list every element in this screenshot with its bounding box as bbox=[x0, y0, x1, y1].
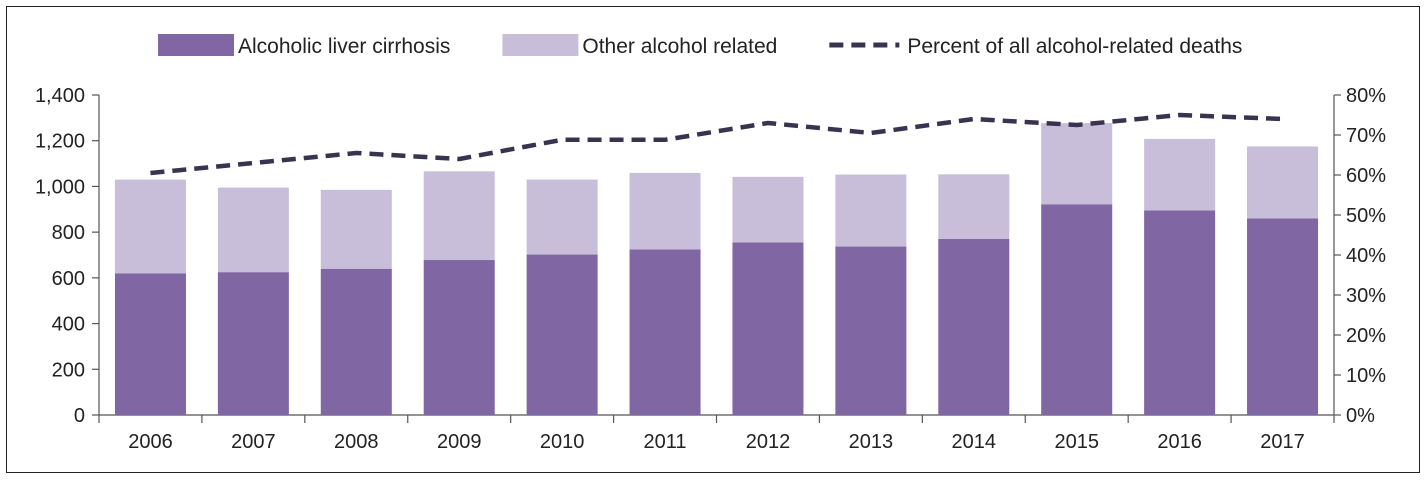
legend-label: Other alcohol related bbox=[582, 35, 777, 58]
y-right-tick-label: 50% bbox=[1346, 205, 1386, 227]
x-tick-label: 2008 bbox=[334, 431, 379, 453]
axes: 0 200 400 600 800 1,000 1,200 1,400 0% 10% 20% 30% 4… bbox=[35, 85, 1386, 453]
percent-line bbox=[150, 112, 1283, 176]
bar-other-alcohol-related bbox=[938, 174, 1010, 239]
bar-other-alcohol-related bbox=[1144, 138, 1216, 211]
bar-other-alcohol-related bbox=[1041, 123, 1113, 205]
y-left-tick-label: 200 bbox=[52, 359, 85, 381]
x-tick-label: 2011 bbox=[644, 431, 687, 453]
bar-alcoholic-liver-cirrhosis bbox=[629, 249, 701, 415]
bar-other-alcohol-related bbox=[732, 176, 804, 243]
bar-other-alcohol-related bbox=[114, 179, 186, 274]
x-tick-label: 2014 bbox=[952, 431, 997, 453]
y-right-tick-label: 30% bbox=[1346, 285, 1386, 307]
x-tick-label: 2009 bbox=[437, 431, 482, 453]
y-right-tick-label: 20% bbox=[1346, 325, 1386, 347]
bar-alcoholic-liver-cirrhosis bbox=[938, 239, 1010, 415]
legend-swatch-other bbox=[502, 34, 579, 56]
percent-line-path bbox=[150, 112, 1283, 176]
bar-other-alcohol-related bbox=[835, 174, 907, 247]
bar-alcoholic-liver-cirrhosis bbox=[114, 273, 186, 415]
y-left-tick-label: 800 bbox=[52, 222, 85, 244]
bar-alcoholic-liver-cirrhosis bbox=[217, 272, 289, 415]
bar-other-alcohol-related bbox=[320, 189, 392, 269]
y-right-tick-label: 60% bbox=[1346, 165, 1386, 187]
bar-other-alcohol-related bbox=[1247, 146, 1319, 219]
x-tick-label: 2007 bbox=[231, 431, 276, 453]
x-tick-label: 2015 bbox=[1054, 431, 1099, 453]
x-tick-label: 2017 bbox=[1260, 431, 1305, 453]
x-tick-label: 2006 bbox=[128, 431, 173, 453]
bar-other-alcohol-related bbox=[526, 179, 598, 255]
chart-frame: Alcoholic liver cirrhosis Other alcohol r… bbox=[6, 6, 1420, 473]
y-left-tick-label: 1,200 bbox=[35, 131, 85, 153]
y-left-tick-label: 1,000 bbox=[35, 176, 85, 198]
y-left-tick-label: 400 bbox=[52, 314, 85, 336]
y-left-tick-label: 0 bbox=[74, 405, 85, 427]
y-right-tick-label: 70% bbox=[1346, 125, 1386, 147]
y-left-tick-label: 1,400 bbox=[35, 85, 85, 107]
x-tick-label: 2016 bbox=[1157, 431, 1202, 453]
legend-swatch-cirrhosis bbox=[158, 34, 234, 56]
legend-label: Percent of all alcohol-related deaths bbox=[907, 35, 1242, 58]
y-right-tick-label: 0% bbox=[1346, 405, 1375, 427]
y-left-tick-label: 600 bbox=[52, 268, 85, 290]
x-tick-label: 2010 bbox=[540, 431, 585, 453]
bars bbox=[114, 123, 1319, 415]
y-right-tick-label: 80% bbox=[1346, 85, 1386, 107]
bar-alcoholic-liver-cirrhosis bbox=[835, 246, 907, 415]
bar-other-alcohol-related bbox=[423, 171, 495, 261]
bar-other-alcohol-related bbox=[629, 172, 701, 250]
bar-alcoholic-liver-cirrhosis bbox=[1247, 218, 1319, 415]
bar-alcoholic-liver-cirrhosis bbox=[1041, 204, 1113, 415]
chart: Alcoholic liver cirrhosis Other alcohol r… bbox=[35, 34, 1386, 453]
y-right-tick-label: 40% bbox=[1346, 245, 1386, 267]
legend: Alcoholic liver cirrhosis Other alcohol r… bbox=[158, 34, 1242, 58]
bar-alcoholic-liver-cirrhosis bbox=[1144, 210, 1216, 415]
x-tick-label: 2012 bbox=[746, 431, 791, 453]
legend-label: Alcoholic liver cirrhosis bbox=[238, 35, 450, 58]
bar-alcoholic-liver-cirrhosis bbox=[732, 242, 804, 415]
bar-other-alcohol-related bbox=[217, 187, 289, 273]
bar-alcoholic-liver-cirrhosis bbox=[320, 268, 392, 415]
x-tick-label: 2013 bbox=[849, 431, 894, 453]
bar-alcoholic-liver-cirrhosis bbox=[526, 254, 598, 415]
y-right-tick-label: 10% bbox=[1346, 365, 1386, 387]
bar-alcoholic-liver-cirrhosis bbox=[423, 260, 495, 415]
